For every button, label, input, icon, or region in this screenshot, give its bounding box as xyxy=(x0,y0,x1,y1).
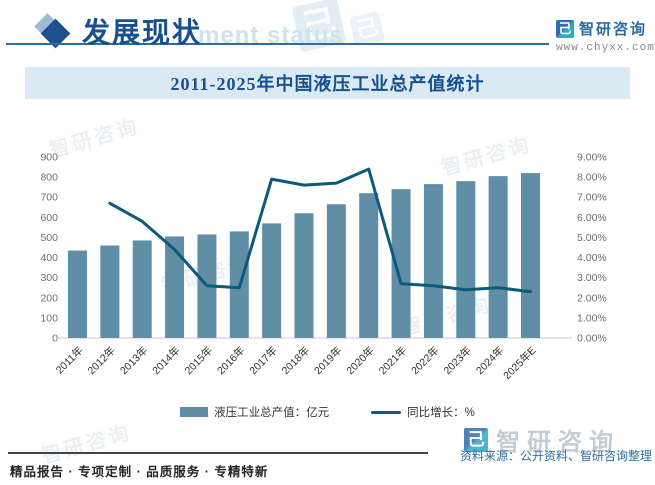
bar-series-label: 液压工业总产值：亿元 xyxy=(214,407,330,419)
header-watermark-text: ment status xyxy=(198,22,344,49)
line-series-swatch xyxy=(371,410,402,414)
bar-2021年 xyxy=(391,189,411,338)
left-axis-tick: 500 xyxy=(40,232,58,244)
bar-2017年 xyxy=(262,223,282,338)
left-axis-tick: 800 xyxy=(40,172,58,184)
growth-line xyxy=(108,167,532,294)
bar-2019年 xyxy=(326,204,346,338)
chart-legend: 液压工业总产值：亿元 同比增长：% xyxy=(0,402,655,422)
left-axis-tick: 100 xyxy=(40,312,58,324)
footer-watermark-brand: 智研咨询 xyxy=(496,429,620,456)
bar-series-swatch xyxy=(180,407,209,417)
brand-logo-icon: 己 xyxy=(556,19,574,38)
brand-logo-icon: 己 xyxy=(464,427,488,452)
right-axis-tick: 0.00% xyxy=(577,333,607,345)
left-axis-tick: 400 xyxy=(40,252,58,264)
x-axis-label: 2022年 xyxy=(408,344,441,377)
bar-2025年E xyxy=(521,173,540,338)
footer-tagline: 精品报告 · 专项定制 · 品质服务 · 专精特新 xyxy=(10,465,269,479)
x-axis-label: 2014年 xyxy=(150,344,183,377)
left-axis-tick: 600 xyxy=(40,212,58,224)
right-axis-tick: 1.00% xyxy=(577,312,607,324)
x-axis-label: 2019年 xyxy=(311,344,344,377)
left-axis-tick: 700 xyxy=(40,192,58,204)
right-axis-tick: 4.00% xyxy=(577,252,607,264)
bar-2022年 xyxy=(423,184,443,338)
left-axis-tick: 900 xyxy=(40,152,58,164)
bar-2023年 xyxy=(456,181,476,338)
header-divider xyxy=(6,43,549,45)
left-axis-tick: 200 xyxy=(40,292,58,304)
x-axis-label: 2025年E xyxy=(501,344,539,382)
right-axis-tick: 2.00% xyxy=(577,292,607,304)
brand-url: www.chyxx.com xyxy=(556,42,655,54)
section-title: 发展现状 xyxy=(82,18,203,49)
brand-name: 智研咨询 xyxy=(579,21,648,38)
right-axis-tick: 6.00% xyxy=(577,212,607,224)
brand-logo: 己 智研咨询 xyxy=(556,18,647,39)
x-axis-label: 2012年 xyxy=(85,344,118,377)
bar-2011年 xyxy=(68,250,87,338)
right-axis-tick: 7.00% xyxy=(577,192,607,204)
x-axis-label: 2015年 xyxy=(182,344,215,377)
bar-2012年 xyxy=(100,245,120,338)
chart-title: 2011-2025年中国液压工业总产值统计 xyxy=(170,74,485,94)
x-axis-label: 2018年 xyxy=(279,344,312,377)
brand-watermark-glyph: 己 xyxy=(349,11,385,47)
footer-divider xyxy=(8,452,428,454)
bar-2014年 xyxy=(165,236,185,338)
right-axis-tick: 9.00% xyxy=(577,152,607,164)
x-axis-label: 2013年 xyxy=(117,344,150,377)
right-axis-tick: 5.00% xyxy=(577,232,607,244)
x-axis-label: 2023年 xyxy=(441,344,474,377)
footer-brand-watermark: 己 智研咨询 xyxy=(464,422,620,457)
left-axis-tick: 300 xyxy=(40,272,58,284)
legend-item-line: 同比增长：% xyxy=(371,404,475,420)
left-axis-tick: 0 xyxy=(52,333,58,345)
bar-2020年 xyxy=(359,193,379,338)
x-axis-label: 2017年 xyxy=(247,344,280,377)
data-source: 资料来源：公开资料、智研咨询整理 xyxy=(459,449,652,463)
combo-chart: 0 100 200 300 400 500 600 700 800 900 0.00% 1.00% 2.… xyxy=(40,152,607,383)
bar-2024年 xyxy=(488,176,508,338)
x-axis-label: 2011年 xyxy=(53,344,86,377)
right-axis-tick: 3.00% xyxy=(577,272,607,284)
x-axis-label: 2020年 xyxy=(344,344,377,377)
line-series-label: 同比增长：% xyxy=(407,407,475,419)
bar-2018年 xyxy=(294,213,314,338)
legend-item-bar: 液压工业总产值：亿元 xyxy=(180,404,329,420)
bar-2013年 xyxy=(132,240,152,338)
x-axis-label: 2016年 xyxy=(214,344,247,377)
right-axis-tick: 8.00% xyxy=(577,172,607,184)
chart-title-band: 2011-2025年中国液压工业总产值统计 xyxy=(25,67,630,99)
x-axis-label: 2021年 xyxy=(376,344,409,377)
